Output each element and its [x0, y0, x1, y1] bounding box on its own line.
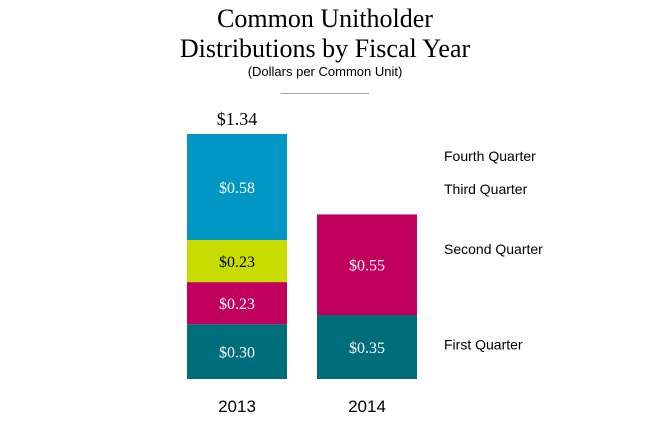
segment-label-2013-4: $0.58 [219, 180, 255, 197]
segment-label-2013-1: $0.30 [219, 345, 255, 362]
segment-label-2014-1: $0.35 [349, 340, 385, 357]
legend-label-first-quarter: First Quarter [444, 336, 523, 352]
bar-segment-2014-2 [317, 214, 417, 316]
category-label-2013: 2013 [218, 397, 256, 416]
bar-segment-2013-1 [187, 324, 287, 379]
total-label-2013: $1.34 [217, 109, 258, 129]
legend-label-third-quarter: Third Quarter [444, 181, 528, 197]
chart-title-line-1: Common Unitholder [217, 4, 433, 33]
segment-label-2013-2: $0.23 [219, 296, 255, 313]
segment-label-2014-2: $0.55 [349, 258, 385, 275]
category-label-2014: 2014 [348, 397, 386, 416]
segment-label-2013-3: $0.23 [219, 254, 255, 271]
bar-segment-2013-2 [187, 282, 287, 325]
title-divider [281, 93, 369, 94]
chart-subtitle: (Dollars per Common Unit) [247, 64, 403, 79]
bar-segment-2013-4 [187, 134, 287, 241]
legend-label-second-quarter: Second Quarter [444, 241, 543, 257]
legend-label-fourth-quarter: Fourth Quarter [444, 148, 536, 164]
chart-title-line-2: Distributions by Fiscal Year [179, 34, 471, 63]
bar-segment-2013-3 [187, 240, 287, 283]
bar-segment-2014-1 [317, 315, 417, 379]
